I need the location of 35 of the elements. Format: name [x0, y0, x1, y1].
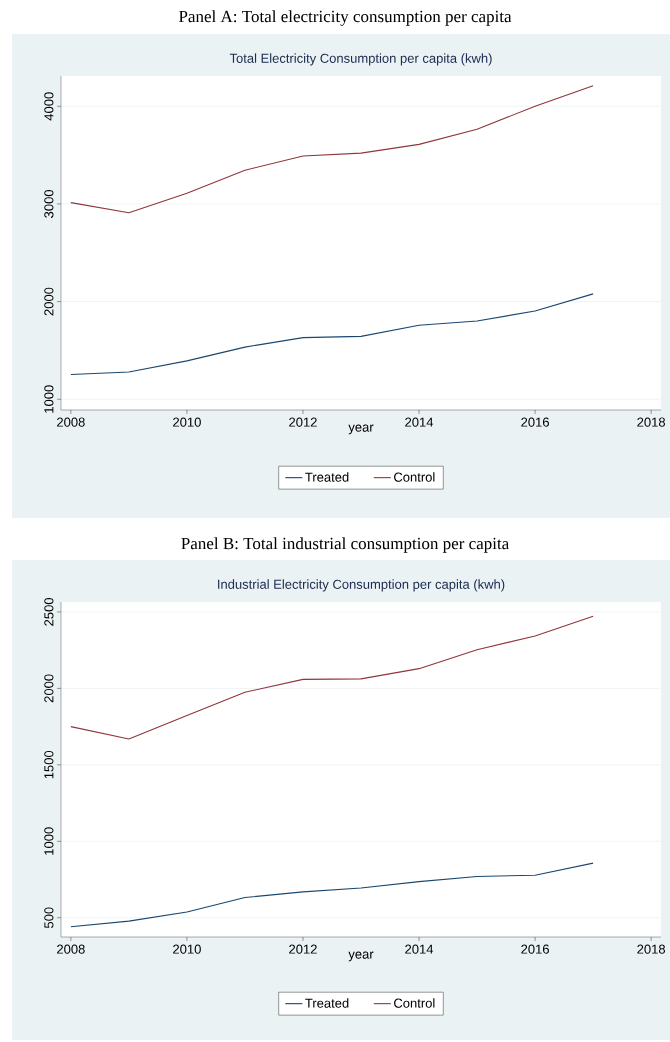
chart-title: Panel A: Total electricity consumption per capita	[178, 10, 512, 26]
line-series	[70, 85, 594, 214]
x-axis-title: year	[348, 951, 374, 962]
x-tick-label: 2016	[521, 417, 549, 427]
line-series	[70, 293, 594, 376]
x-tick-label: 2012	[289, 417, 317, 427]
y-tick-label: 1000	[44, 385, 54, 413]
y-tick-label: 1000	[44, 827, 54, 855]
x-axis-title: year	[348, 424, 374, 435]
x-tick-label: 2010	[173, 944, 201, 954]
x-tick-label: 2018	[637, 417, 666, 427]
y-tick-label: 3000	[44, 189, 54, 218]
x-tick-label: 2014	[405, 417, 434, 427]
legend-label: Control	[394, 472, 435, 482]
x-tick-label: 2016	[521, 944, 549, 954]
legend-label: Control	[394, 998, 435, 1008]
x-tick-label: 2014	[405, 944, 434, 954]
legend-label: Treated	[305, 998, 349, 1008]
y-tick-label: 2000	[44, 287, 54, 316]
chart-subtitle: Total Electricity Consumption per capita (kwh)	[229, 53, 492, 66]
x-tick-label: 2008	[57, 944, 85, 954]
legend-label: Treated	[305, 472, 349, 482]
y-tick-label: 2000	[44, 674, 54, 703]
x-tick-label: 2008	[57, 417, 85, 427]
y-tick-label: 1500	[44, 750, 54, 779]
x-tick-label: 2010	[173, 417, 201, 427]
y-tick-label: 500	[44, 907, 54, 929]
x-tick-label: 2012	[289, 944, 317, 954]
chart-subtitle: Industrial Electricity Consumption per capita (kwh)	[218, 579, 505, 592]
y-tick-label: 4000	[44, 92, 54, 121]
y-tick-label: 2500	[44, 597, 54, 626]
chart-title: Panel B: Total industrial consumption per capita	[181, 537, 509, 553]
line-series	[70, 862, 594, 928]
x-tick-label: 2018	[637, 944, 666, 954]
line-series	[70, 615, 594, 740]
